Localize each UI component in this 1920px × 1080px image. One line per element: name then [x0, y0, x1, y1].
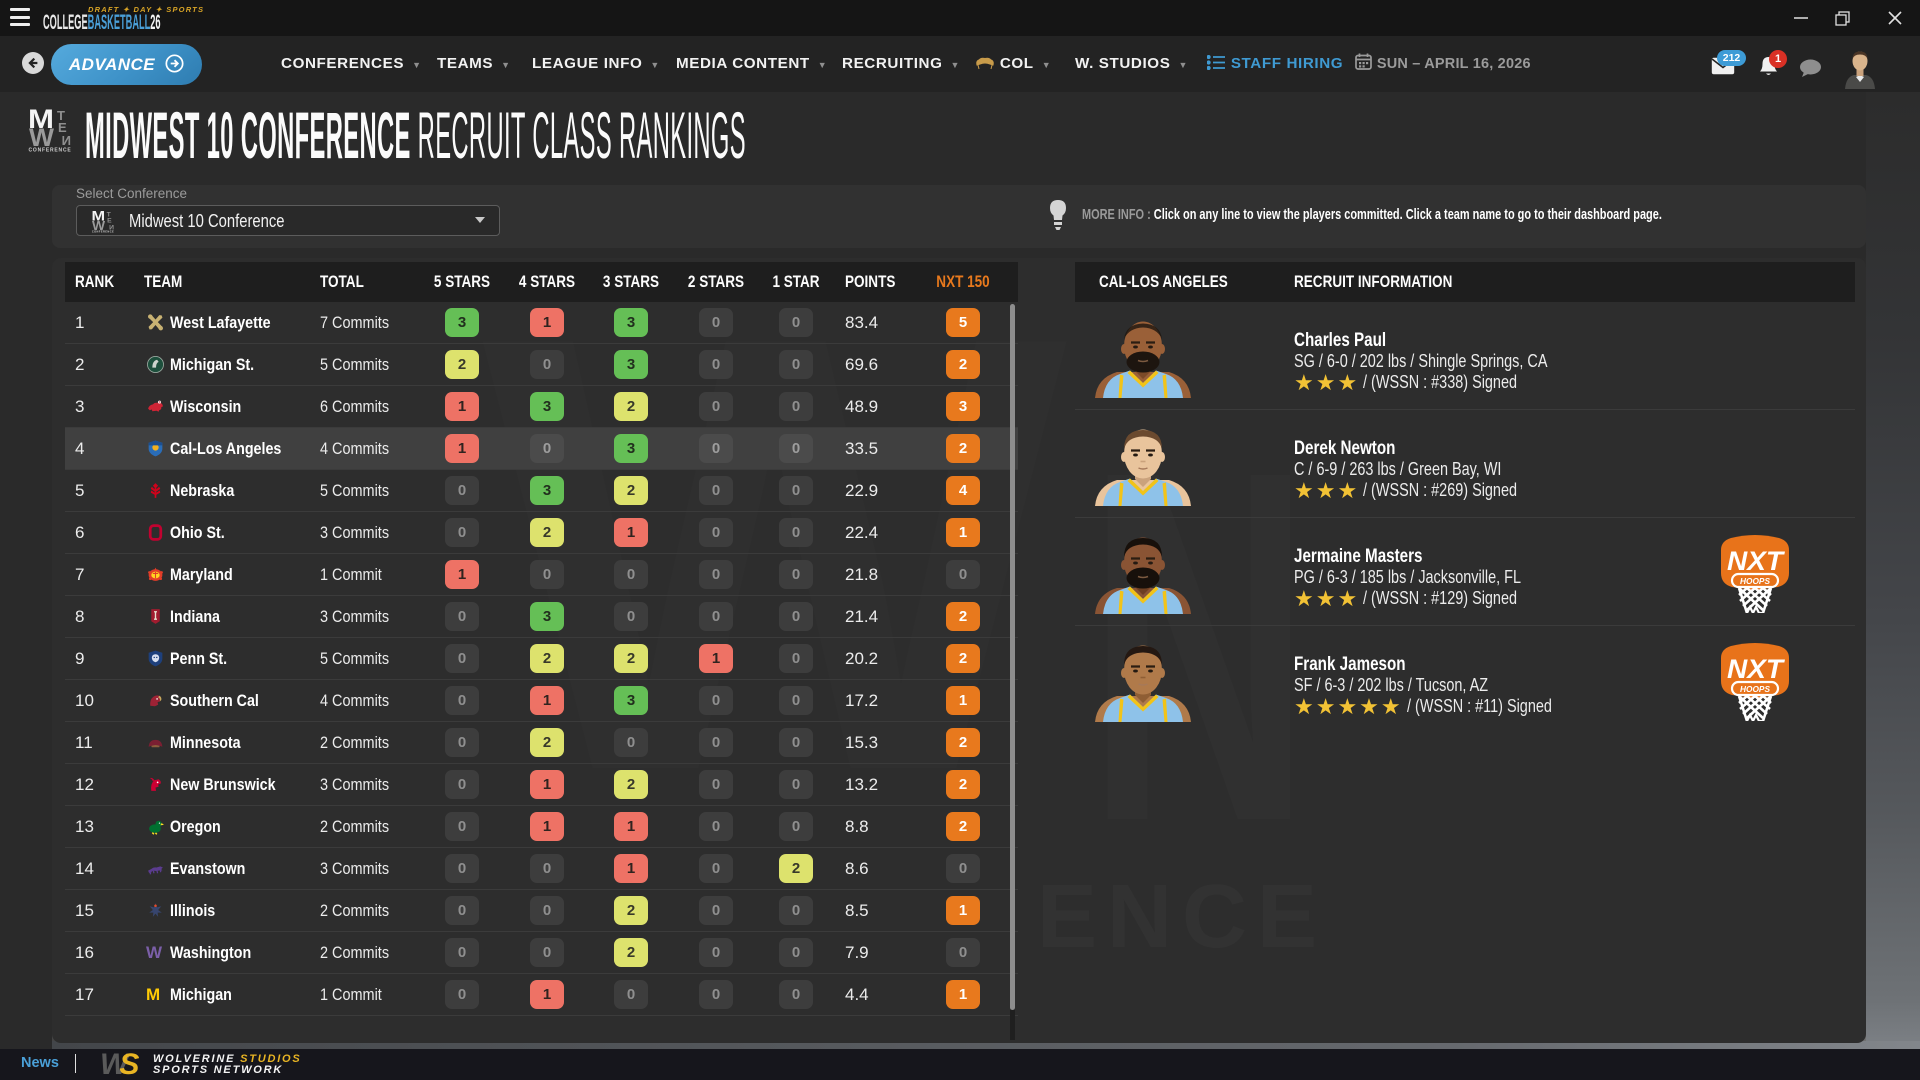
- svg-text:M: M: [92, 209, 106, 223]
- svg-text:NXT: NXT: [1727, 654, 1786, 684]
- svg-text:HOOPS: HOOPS: [1740, 684, 1770, 694]
- svg-text:T: T: [107, 211, 112, 218]
- svg-text:N: N: [109, 224, 114, 231]
- svg-text:CONFERENCE: CONFERENCE: [92, 230, 114, 233]
- svg-text:N: N: [62, 133, 71, 148]
- svg-text:M: M: [28, 106, 54, 134]
- svg-text:E: E: [107, 218, 112, 225]
- svg-text:W: W: [92, 218, 106, 233]
- svg-text:T: T: [57, 108, 65, 123]
- svg-text:W: W: [29, 124, 54, 152]
- svg-text:CONFERENCE: CONFERENCE: [28, 148, 71, 153]
- svg-text:HOOPS: HOOPS: [1740, 576, 1770, 586]
- svg-text:E: E: [58, 120, 67, 135]
- svg-text:NXT: NXT: [1727, 546, 1786, 576]
